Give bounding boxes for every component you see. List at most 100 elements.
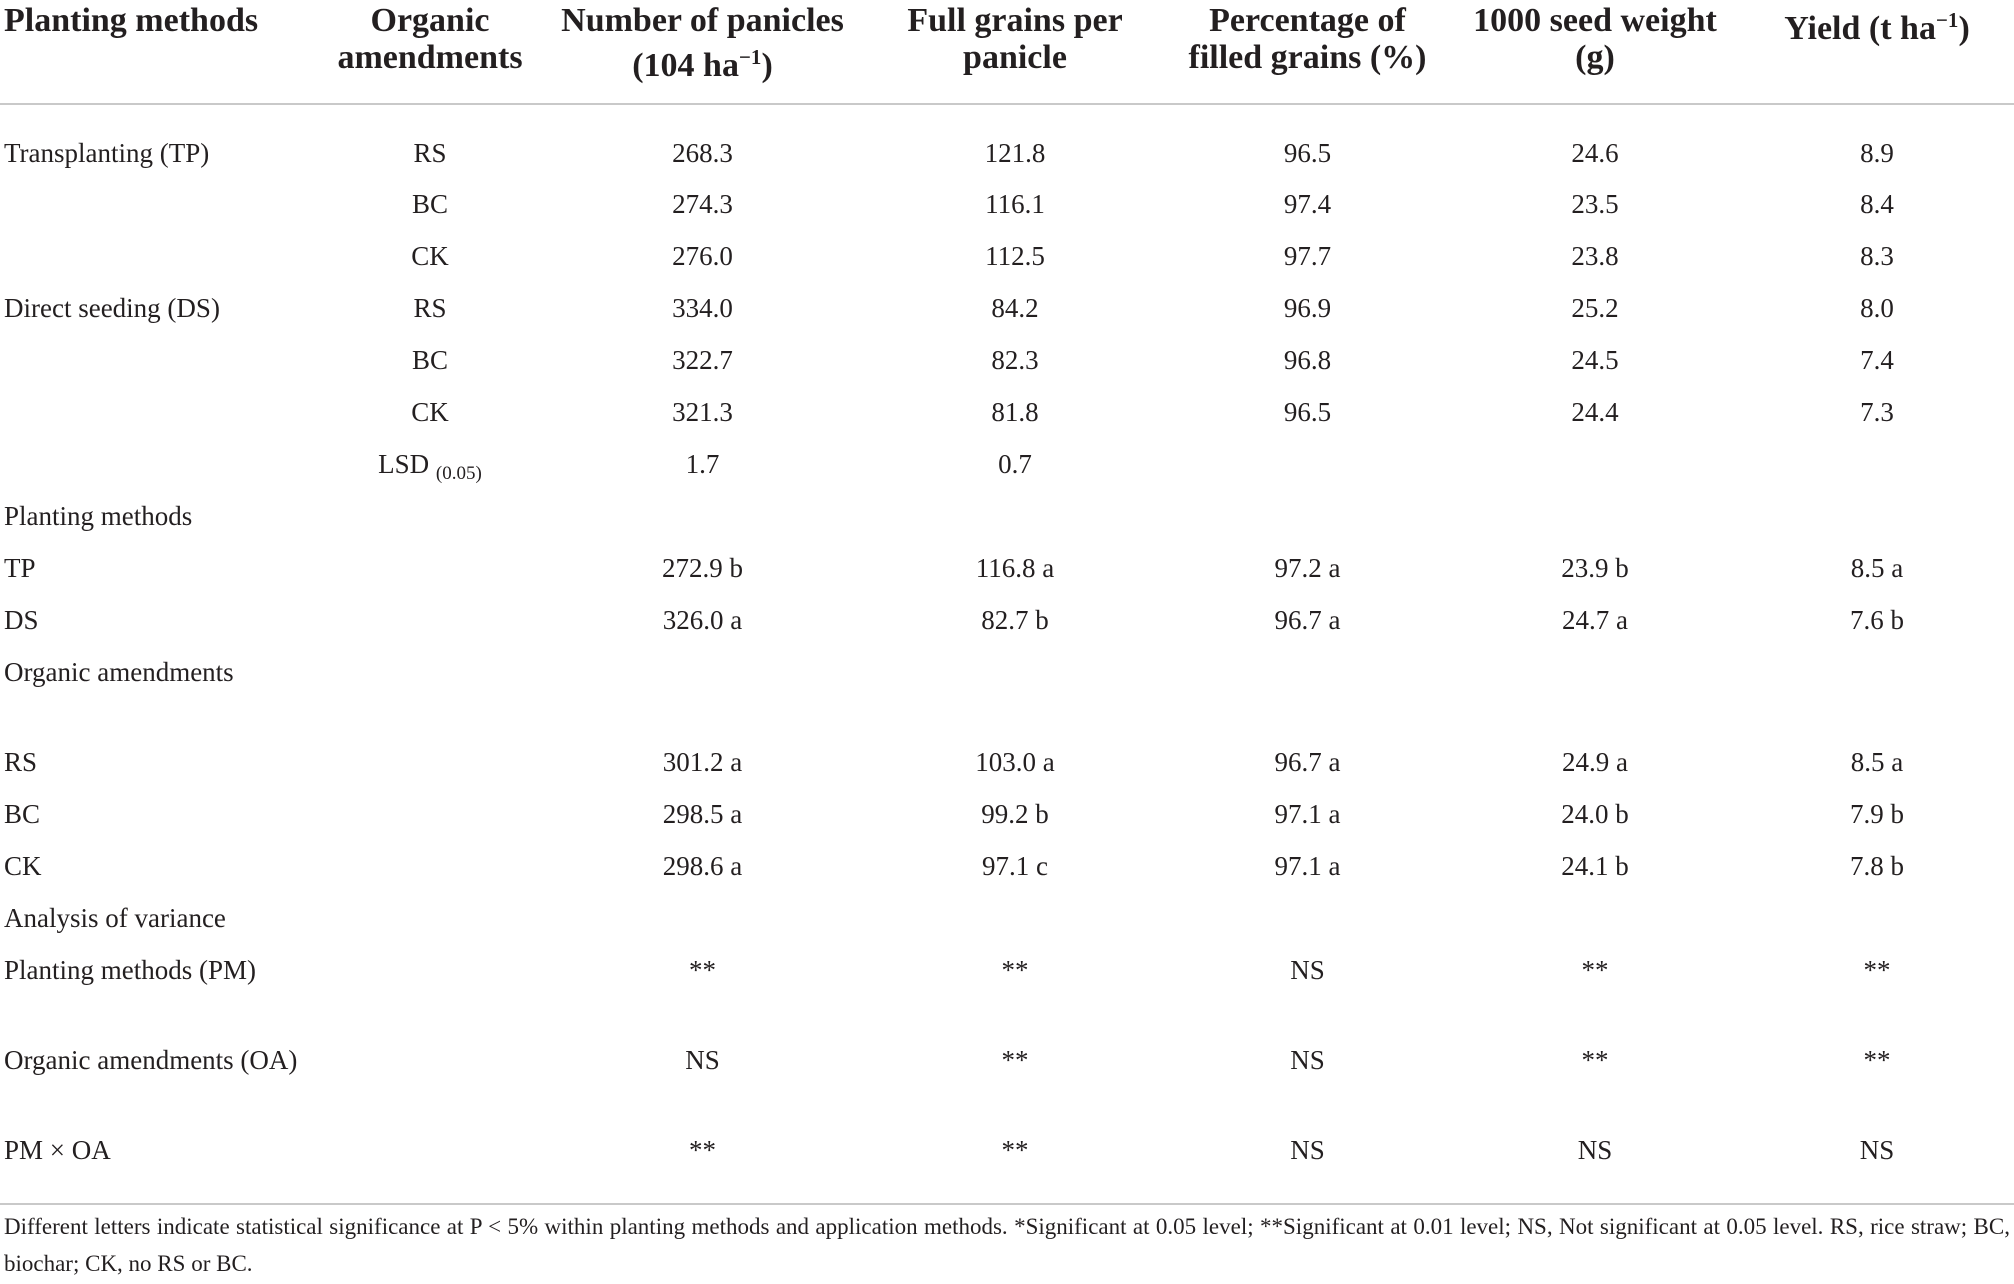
cell-text: 8.0 (1860, 293, 1894, 323)
cell-text: ** (1001, 1045, 1029, 1075)
cell-text: Organic amendments (OA) (4, 1045, 298, 1075)
table-row: CK 276.0 112.5 97.7 23.8 8.3 (0, 238, 2014, 290)
table-row: PM × OA ** ** NS NS NS (0, 1132, 2014, 1205)
table-cell: ** (1740, 1042, 2014, 1132)
table-footnote: Different letters indicate statistical s… (4, 1214, 2010, 1276)
table-cell: Planting methods (0, 498, 320, 550)
cell-text: 121.8 (984, 138, 1046, 168)
table-cell (865, 654, 1165, 744)
cell-text: 268.3 (672, 138, 733, 168)
table-cell (0, 394, 320, 446)
cell-text: 8.9 (1860, 138, 1894, 168)
cell-text: NS (1290, 955, 1325, 985)
header-row: Planting methods Organic amendments Numb… (0, 0, 2014, 105)
cell-text: 23.9 b (1561, 553, 1629, 583)
cell-text: Planting methods (4, 501, 193, 531)
table-cell: 84.2 (865, 290, 1165, 342)
cell-text: 326.0 a (662, 605, 743, 635)
table-row: Organic amendments (0, 654, 2014, 744)
header-yield-text: Yield (t ha (1784, 10, 1936, 47)
table-cell: 276.0 (540, 238, 865, 290)
cell-text: 96.7 a (1274, 605, 1341, 635)
table-cell (1740, 900, 2014, 952)
table-row: BC 274.3 116.1 97.4 23.5 8.4 (0, 186, 2014, 238)
table-cell: Direct seeding (DS) (0, 290, 320, 342)
table-cell: 81.8 (865, 394, 1165, 446)
table-cell (1165, 446, 1450, 498)
table-row: TP 272.9 b 116.8 a 97.2 a 23.9 b 8.5 a (0, 550, 2014, 602)
cell-text: 25.2 (1571, 293, 1619, 323)
table-cell: BC (0, 796, 320, 848)
cell-text: 23.5 (1571, 189, 1619, 219)
cell-text: ** (1001, 955, 1029, 985)
table-cell: 121.8 (865, 104, 1165, 186)
table-cell: 8.0 (1740, 290, 2014, 342)
table-cell (320, 602, 540, 654)
table-cell: 24.6 (1450, 104, 1740, 186)
table-row: Direct seeding (DS) RS 334.0 84.2 96.9 25.2 8.… (0, 290, 2014, 342)
cell-text: 24.7 a (1562, 605, 1628, 635)
table-cell: 116.1 (865, 186, 1165, 238)
table-cell (540, 900, 865, 952)
cell-text: BC (411, 345, 449, 375)
cell-text: 99.2 b (981, 799, 1049, 829)
table-cell: BC (320, 186, 540, 238)
table-cell (1165, 654, 1450, 744)
table-cell: 7.8 b (1740, 848, 2014, 900)
header-yield-close: ) (1958, 10, 1970, 47)
table-cell: ** (1450, 1042, 1740, 1132)
table-cell: 24.0 b (1450, 796, 1740, 848)
cell-text: NS (1577, 1135, 1613, 1165)
cell-text: NS (1290, 1045, 1325, 1075)
cell-text: RS (4, 747, 38, 777)
table-cell: 7.4 (1740, 342, 2014, 394)
table-cell (1450, 900, 1740, 952)
cell-text: 97.4 (1283, 189, 1332, 219)
cell-text: LSD (378, 449, 430, 479)
cell-text: Transplanting (TP) (4, 138, 210, 168)
header-number-of-panicles-superscript: −1 (738, 45, 762, 69)
table-cell: 23.8 (1450, 238, 1740, 290)
cell-text: Organic amendments (4, 657, 234, 687)
table-cell (1450, 498, 1740, 550)
table-cell: 103.0 a (865, 744, 1165, 796)
cell-text: 8.3 (1860, 241, 1894, 271)
cell-text: 298.5 a (662, 799, 743, 829)
table-cell (0, 238, 320, 290)
table-cell: 96.9 (1165, 290, 1450, 342)
table-cell (1740, 446, 2014, 498)
cell-text: 0.7 (998, 449, 1032, 479)
header-number-of-panicles-text: Number of panicles (104 ha (561, 2, 844, 84)
table-cell: ** (865, 1132, 1165, 1205)
table-cell: 298.5 a (540, 796, 865, 848)
table-cell: 82.3 (865, 342, 1165, 394)
cell-text: 97.1 a (1274, 851, 1341, 881)
cell-text: NS (1290, 1135, 1325, 1165)
table-cell: PM × OA (0, 1132, 320, 1205)
cell-text: 8.4 (1860, 189, 1894, 219)
table-cell: 301.2 a (540, 744, 865, 796)
table-cell (865, 498, 1165, 550)
table-cell: 8.4 (1740, 186, 2014, 238)
table-cell: 7.6 b (1740, 602, 2014, 654)
cell-text: 24.0 b (1561, 799, 1629, 829)
table-cell (0, 186, 320, 238)
table-cell: 8.3 (1740, 238, 2014, 290)
cell-text: 96.8 (1283, 345, 1332, 375)
table-row: BC 322.7 82.3 96.8 24.5 7.4 (0, 342, 2014, 394)
table-cell: LSD (0.05) (320, 446, 540, 498)
cell-text: 272.9 b (662, 553, 743, 583)
table-row: CK 321.3 81.8 96.5 24.4 7.3 (0, 394, 2014, 446)
cell-text: 81.8 (991, 397, 1039, 427)
header-full-grains: Full grains per panicle (865, 0, 1165, 105)
table-cell: 97.2 a (1165, 550, 1450, 602)
table-cell (540, 498, 865, 550)
table-cell: NS (1165, 1132, 1450, 1205)
table-cell: 1.7 (540, 446, 865, 498)
cell-text: NS (1859, 1135, 1895, 1165)
table-cell: 24.1 b (1450, 848, 1740, 900)
table-cell: 97.1 a (1165, 796, 1450, 848)
table-cell: 298.6 a (540, 848, 865, 900)
table-cell (1165, 498, 1450, 550)
